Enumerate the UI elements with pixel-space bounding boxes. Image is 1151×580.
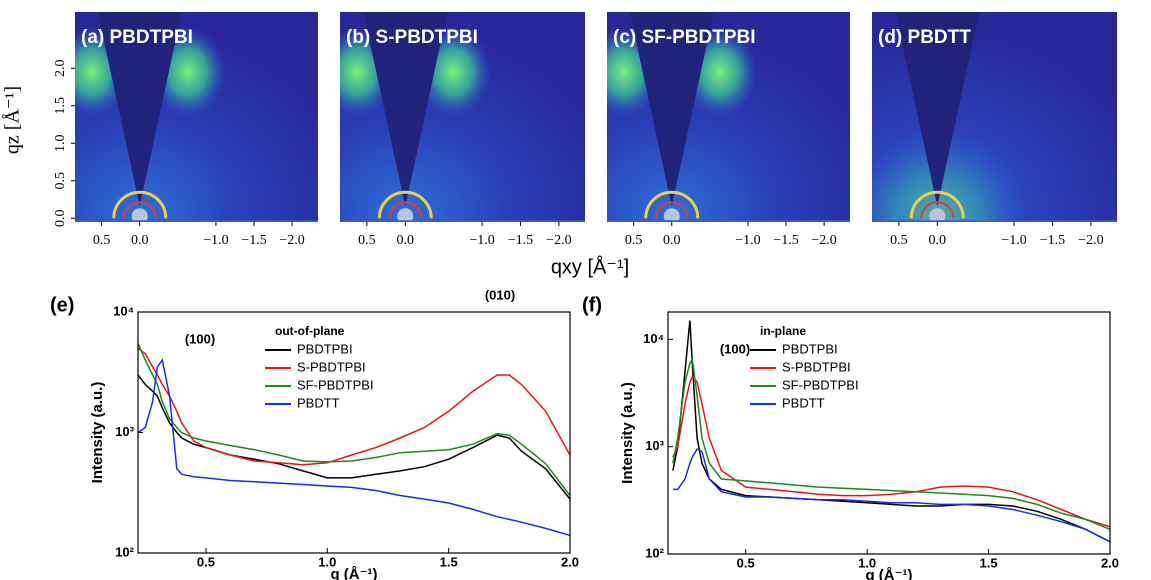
x-tick-label: −2.0 bbox=[1078, 233, 1103, 248]
arc bbox=[377, 190, 433, 219]
series-line bbox=[138, 347, 570, 466]
detector-image bbox=[75, 12, 318, 222]
x-tick-label: 2.0 bbox=[1101, 555, 1119, 570]
series-line bbox=[138, 374, 570, 500]
detector-image bbox=[872, 12, 1117, 222]
panel-title: (b) S-PBDTPBI bbox=[346, 27, 478, 48]
x-tick-label: 0.5 bbox=[890, 233, 908, 248]
y-tick-label: 0.5 bbox=[53, 172, 68, 190]
beamstop bbox=[131, 208, 148, 222]
annotation: (100) bbox=[720, 341, 750, 356]
legend-label: SF-PBDTPBI bbox=[297, 377, 374, 392]
y-tick-label: 10³ bbox=[645, 438, 664, 453]
wedge bbox=[629, 12, 714, 207]
x-tick-label: 0.5 bbox=[737, 555, 755, 570]
beamstop bbox=[663, 208, 680, 222]
x-tick-label: −1.5 bbox=[508, 233, 533, 248]
x-tick-label: −1.0 bbox=[203, 233, 228, 248]
x-tick-label: 2.0 bbox=[561, 554, 579, 569]
detector-image bbox=[340, 12, 585, 222]
beamstop bbox=[929, 208, 946, 222]
arc bbox=[920, 201, 955, 219]
legend-label: S-PBDTPBI bbox=[297, 359, 366, 374]
legend-label: PBDTPBI bbox=[782, 341, 838, 356]
wedge bbox=[363, 12, 448, 207]
y-tick-label: 10⁴ bbox=[113, 303, 134, 318]
x-tick-label: 0.0 bbox=[929, 233, 947, 248]
arc bbox=[122, 201, 157, 219]
arc bbox=[388, 201, 423, 219]
annotation: (010) bbox=[485, 287, 515, 302]
horizon bbox=[75, 220, 318, 222]
series-line bbox=[138, 342, 570, 496]
legend-label: SF-PBDTPBI bbox=[782, 377, 859, 392]
y-tick-label: 1.5 bbox=[53, 97, 68, 115]
legend-label: PBDTT bbox=[782, 395, 825, 410]
plot-frame bbox=[667, 311, 1111, 555]
x-axis-label: q (Å⁻¹) bbox=[330, 566, 377, 580]
series-line bbox=[672, 375, 1110, 528]
y-axis-label: Intensity (a.u.) bbox=[89, 382, 106, 484]
y-tick-label: 10³ bbox=[115, 424, 134, 439]
series-line bbox=[672, 448, 1110, 543]
x-tick-label: 0.0 bbox=[397, 233, 415, 248]
arc bbox=[654, 201, 689, 219]
horizon bbox=[340, 220, 585, 222]
panel-label: (e) bbox=[50, 294, 74, 316]
y-tick-label: 10⁴ bbox=[643, 331, 664, 346]
y-tick-label: 1.0 bbox=[53, 135, 68, 153]
wedge bbox=[97, 12, 182, 207]
y-tick-label: 10² bbox=[115, 544, 134, 559]
y-tick-label: 2.0 bbox=[53, 60, 68, 78]
panel-title: (c) SF-PBDTPBI bbox=[613, 27, 756, 48]
legend-label: PBDTT bbox=[297, 395, 340, 410]
horizon bbox=[872, 220, 1117, 222]
arc bbox=[112, 190, 168, 219]
panel-title: (a) PBDTPBI bbox=[81, 27, 193, 48]
series-line bbox=[672, 357, 1110, 530]
x-tick-label: 0.5 bbox=[93, 233, 111, 248]
detector-image bbox=[607, 12, 850, 222]
legend-label: PBDTPBI bbox=[297, 341, 353, 356]
x-tick-label: 1.5 bbox=[440, 554, 458, 569]
arc bbox=[644, 190, 700, 219]
y-axis-label: Intensity (a.u.) bbox=[619, 382, 636, 484]
x-tick-label: −2.0 bbox=[811, 233, 836, 248]
x-axis-label: q (Å⁻¹) bbox=[865, 567, 912, 580]
annotation: (100) bbox=[185, 331, 215, 346]
x-tick-label: 0.5 bbox=[358, 233, 376, 248]
legend-title: out-of-plane bbox=[275, 324, 345, 338]
x-tick-label: −1.0 bbox=[469, 233, 494, 248]
x-tick-label: 0.5 bbox=[625, 233, 643, 248]
x-tick-label: −1.5 bbox=[241, 233, 266, 248]
x-tick-label: −2.0 bbox=[546, 233, 571, 248]
y-tick-label: 10² bbox=[645, 545, 664, 560]
panel-title: (d) PBDTT bbox=[878, 27, 971, 48]
image-x-label: qxy [Å⁻¹] bbox=[551, 255, 629, 278]
x-tick-label: 0.5 bbox=[197, 554, 215, 569]
arc bbox=[909, 190, 965, 219]
horizon bbox=[607, 220, 850, 222]
x-tick-label: 1.5 bbox=[980, 555, 998, 570]
x-tick-label: −1.0 bbox=[1001, 233, 1026, 248]
x-tick-label: −1.5 bbox=[1040, 233, 1065, 248]
x-tick-label: 1.0 bbox=[318, 554, 336, 569]
x-tick-label: 0.0 bbox=[663, 233, 681, 248]
legend-title: in-plane bbox=[760, 324, 806, 338]
ring bbox=[872, 128, 1028, 222]
y-tick-label: 0.0 bbox=[53, 210, 68, 228]
image-y-label: qz [Å⁻¹] bbox=[2, 86, 24, 154]
x-tick-label: −2.0 bbox=[279, 233, 304, 248]
x-tick-label: 0.0 bbox=[131, 233, 149, 248]
beamstop bbox=[397, 208, 414, 222]
panel-label: (f) bbox=[582, 294, 602, 316]
series-line bbox=[138, 358, 570, 537]
wedge bbox=[895, 12, 980, 207]
x-tick-label: 1.0 bbox=[858, 555, 876, 570]
plot-frame bbox=[137, 311, 571, 554]
legend-label: S-PBDTPBI bbox=[782, 359, 851, 374]
x-tick-label: −1.5 bbox=[773, 233, 798, 248]
x-tick-label: −1.0 bbox=[735, 233, 760, 248]
